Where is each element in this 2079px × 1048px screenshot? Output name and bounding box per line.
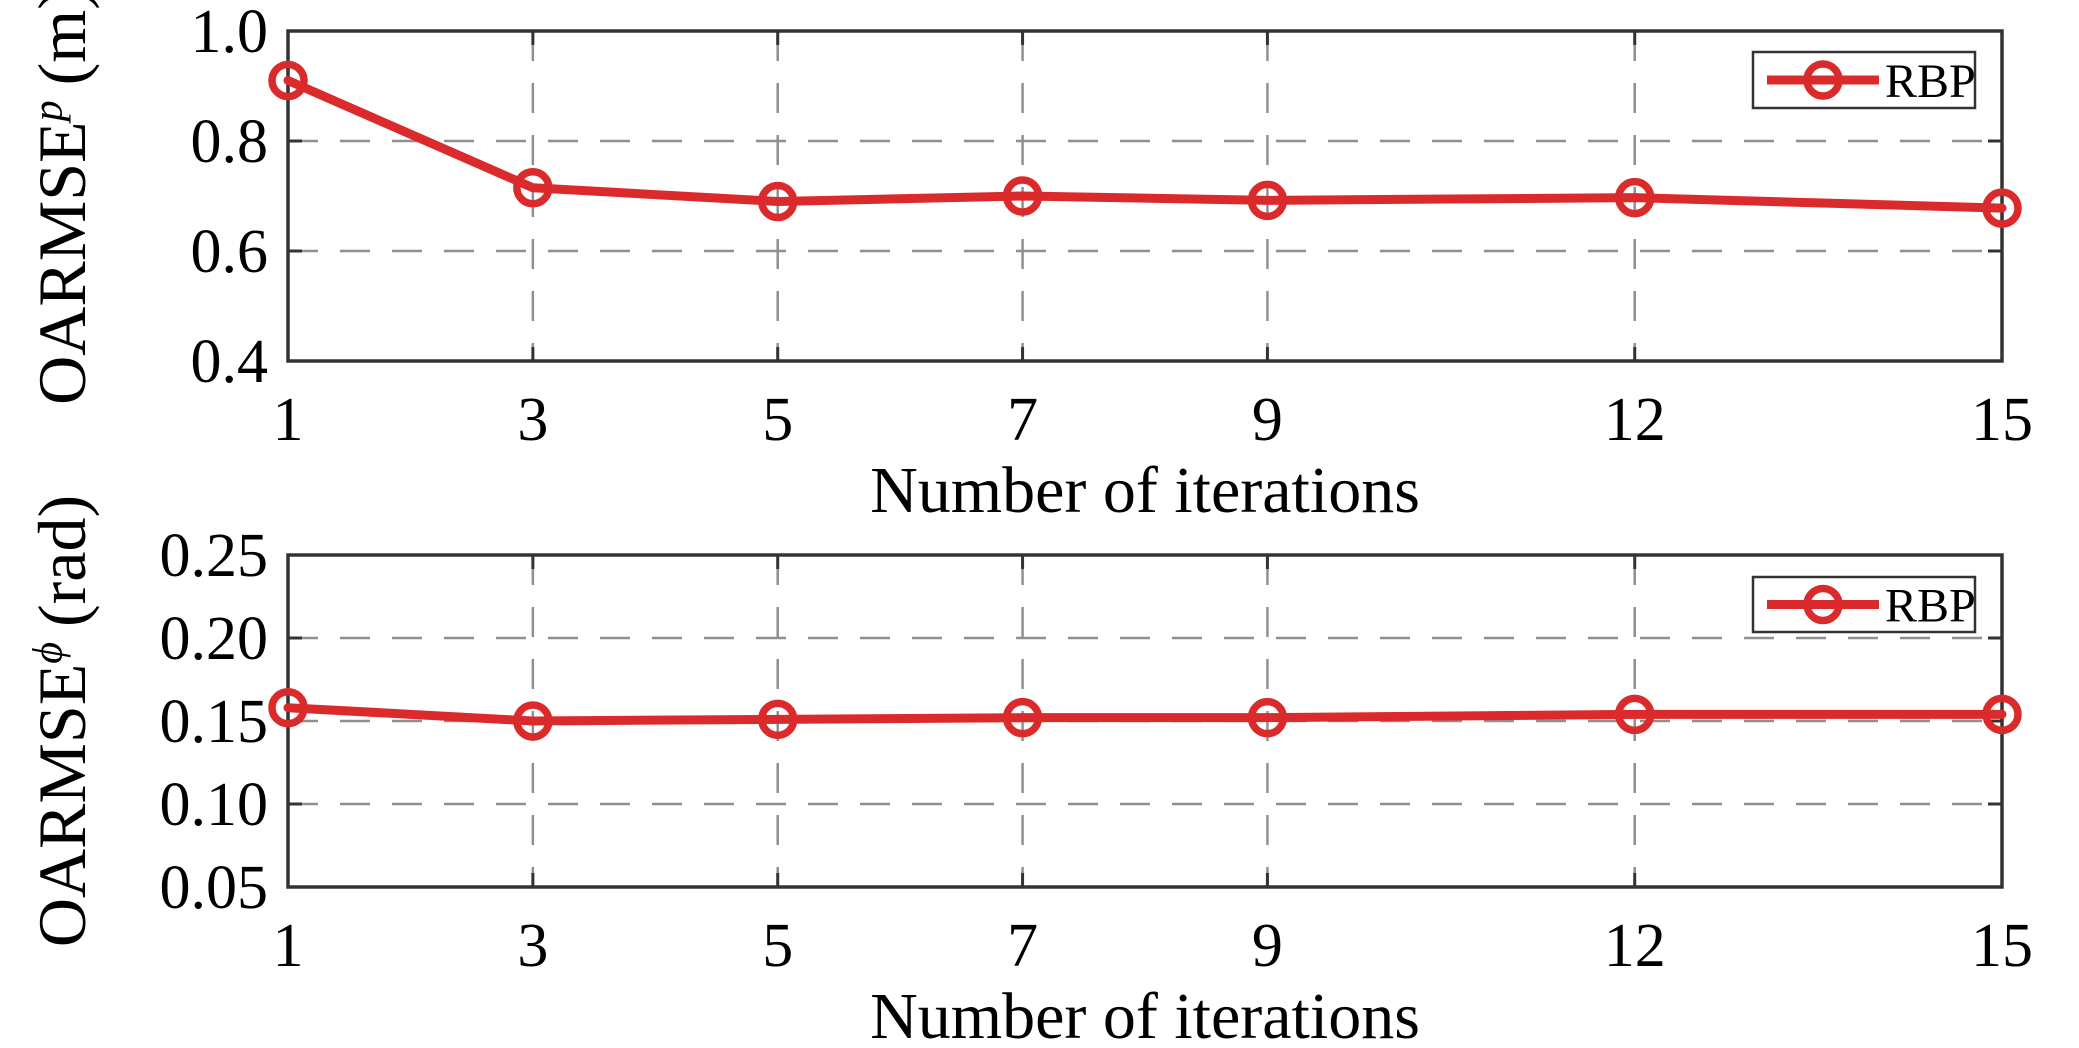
data-point-marker — [1614, 694, 1655, 735]
data-point-marker — [1982, 694, 2022, 735]
y-tick-label: 0.05 — [160, 854, 269, 922]
data-point-marker — [1614, 177, 1655, 218]
x-tick-label: 1 — [273, 912, 304, 980]
data-point-marker — [1002, 697, 1043, 738]
y-tick-label: 0.6 — [191, 218, 269, 286]
x-tick-label: 3 — [517, 386, 548, 454]
data-point-marker — [1247, 697, 1288, 738]
y-axis-label-text: OARMSE — [24, 663, 100, 948]
x-tick-label: 15 — [1971, 386, 2033, 454]
data-point-marker — [268, 60, 308, 101]
y-tick-label: 0.4 — [191, 328, 269, 396]
x-tick-label: 12 — [1604, 912, 1666, 980]
y-tick-label: 0.8 — [191, 108, 269, 176]
y-tick-label: 0.10 — [160, 771, 269, 839]
y-tick-label: 1.0 — [191, 0, 269, 66]
x-tick-label: 7 — [1007, 386, 1038, 454]
y-axis-label-unit: (rad) — [24, 494, 100, 627]
x-tick-label: 3 — [517, 912, 548, 980]
x-axis-label-top: Number of iterations — [870, 454, 1420, 527]
y-tick-label: 0.25 — [160, 522, 269, 590]
legend-marker — [1803, 584, 1843, 625]
y-tick-label: 0.20 — [160, 605, 269, 673]
x-tick-label: 5 — [762, 912, 793, 980]
x-tick-label: 9 — [1252, 912, 1283, 980]
plot-frame — [286, 29, 2004, 363]
x-tick-label: 5 — [762, 386, 793, 454]
legend-label: RBP — [1885, 55, 1976, 108]
series-line — [283, 76, 2007, 213]
data-point-marker — [1247, 180, 1288, 221]
y-axis-label-bottom: OARMSEϕ (rad) — [24, 321, 100, 1048]
x-axis-label-bottom: Number of iterations — [870, 980, 1420, 1048]
y-axis-label-superscript: ϕ — [24, 641, 72, 664]
data-point-marker — [1982, 188, 2022, 228]
y-tick-label: 0.15 — [160, 688, 269, 756]
y-axis-label-superscript: p — [24, 100, 72, 122]
x-tick-label: 15 — [1971, 912, 2033, 980]
data-point-marker — [268, 687, 308, 728]
x-tick-label: 1 — [273, 386, 304, 454]
data-point-marker — [1002, 176, 1043, 216]
data-point-marker — [513, 168, 553, 208]
legend-marker — [1803, 60, 1843, 100]
x-tick-label: 7 — [1007, 912, 1038, 980]
data-point-marker — [757, 699, 798, 740]
y-axis-label-unit: (m) — [24, 0, 100, 86]
x-tick-label: 12 — [1604, 386, 1666, 454]
data-point-marker — [757, 181, 798, 222]
data-point-marker — [513, 701, 553, 741]
series-line — [283, 703, 2007, 726]
legend-label: RBP — [1885, 580, 1976, 633]
x-tick-label: 9 — [1252, 386, 1283, 454]
